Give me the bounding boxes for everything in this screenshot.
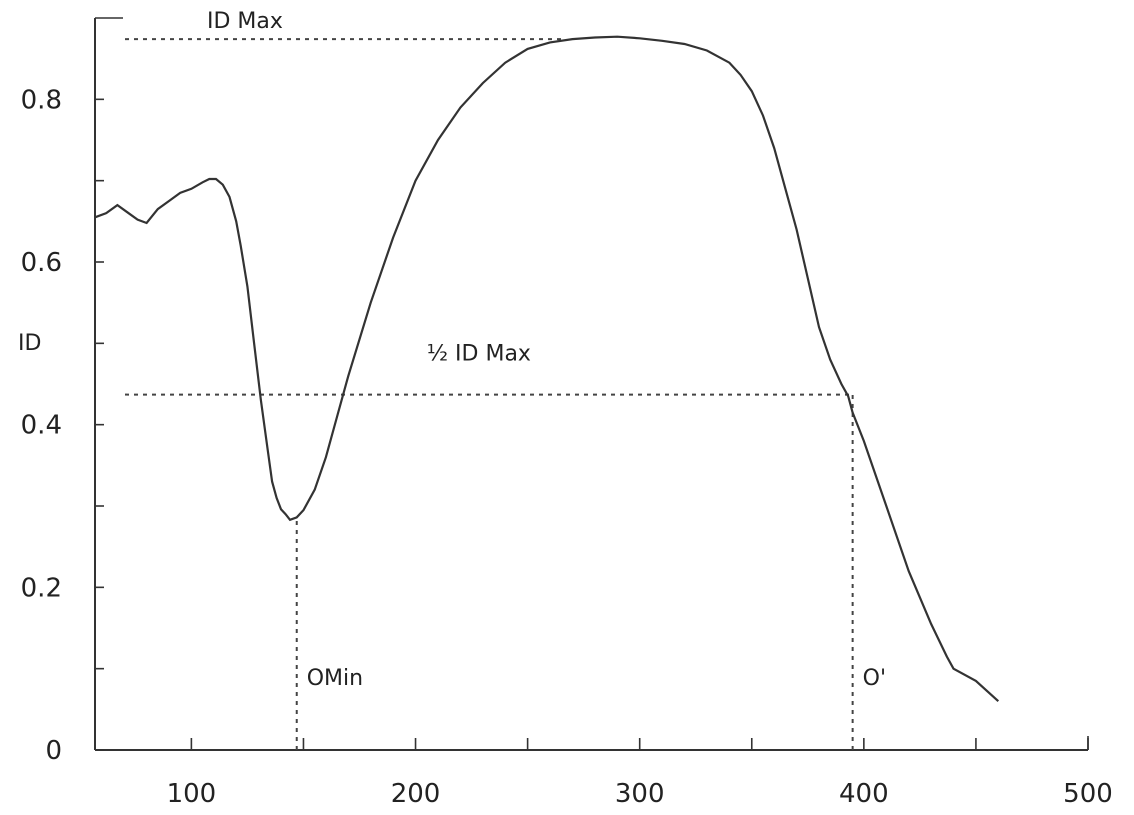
x-tick-label: 100 [167, 779, 217, 809]
series-line [94, 35, 1000, 703]
labels: ID 0 0.2 0.4 0.6 0.8 100 200 300 400 500 ID Max ½ I… [18, 9, 1113, 809]
y-tick-label: 0.6 [21, 248, 62, 278]
reference-line-label: ½ ID Max [427, 342, 531, 367]
reference-line-label: O' [863, 666, 886, 691]
y-axis-title: ID [18, 331, 41, 356]
reference-line-label: OMin [307, 666, 363, 691]
y-tick-label: 0.8 [21, 85, 62, 115]
x-tick-label: 200 [391, 779, 441, 809]
x-tick-label: 300 [615, 779, 665, 809]
y-tick-label: 0 [45, 736, 62, 766]
reference-line-label: ID Max [207, 9, 283, 34]
y-tick-label: 0.4 [21, 411, 62, 441]
y-tick-label: 0.2 [21, 573, 62, 603]
axes [94, 17, 1089, 751]
x-tick-label: 500 [1063, 779, 1113, 809]
x-tick-label: 400 [839, 779, 889, 809]
series-layer [94, 35, 1000, 703]
reference-lines [125, 38, 854, 750]
